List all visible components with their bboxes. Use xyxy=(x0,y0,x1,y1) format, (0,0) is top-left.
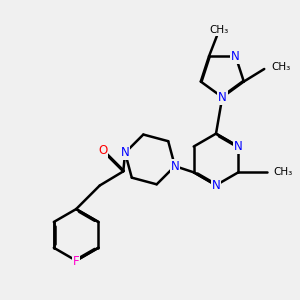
Text: N: N xyxy=(231,50,240,63)
Text: CH₃: CH₃ xyxy=(271,62,290,72)
Text: CH₃: CH₃ xyxy=(210,25,229,35)
Text: N: N xyxy=(121,146,130,159)
Text: F: F xyxy=(73,255,80,268)
Text: N: N xyxy=(170,160,179,172)
Text: O: O xyxy=(98,144,107,158)
Text: N: N xyxy=(212,179,220,192)
Text: N: N xyxy=(218,91,227,104)
Text: N: N xyxy=(234,140,243,153)
Text: CH₃: CH₃ xyxy=(274,167,293,177)
